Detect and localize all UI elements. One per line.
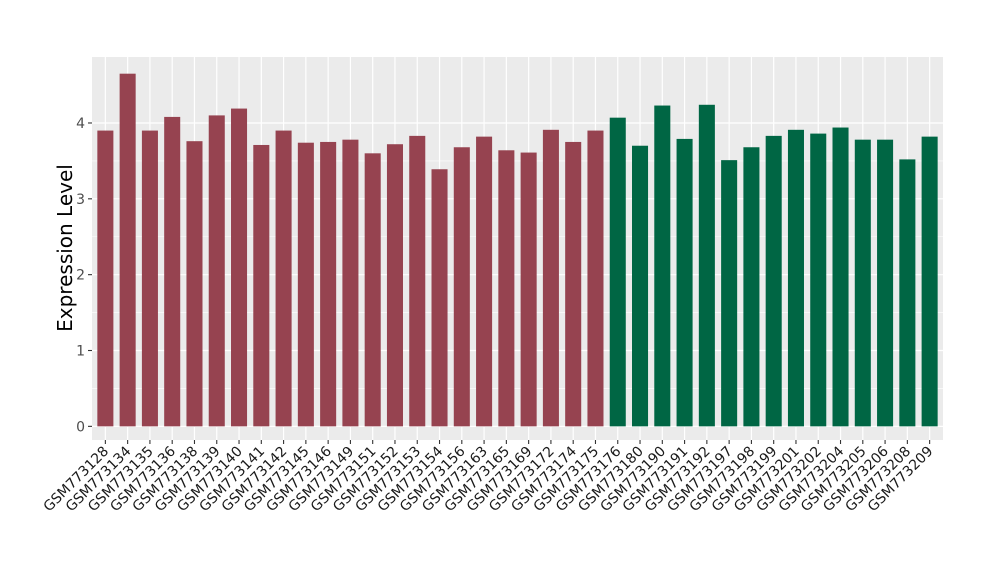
bar-GSM773140 (231, 108, 248, 427)
bar-GSM773138 (186, 141, 203, 427)
bar-GSM773141 (253, 144, 270, 427)
bar-GSM773139 (208, 115, 225, 427)
bar-GSM773208 (899, 159, 916, 427)
y-tick-label: 4 (76, 116, 85, 132)
bar-GSM773149 (342, 139, 359, 427)
bar-GSM773192 (698, 104, 715, 427)
bar-GSM773197 (721, 160, 738, 427)
bar-GSM773204 (832, 127, 849, 427)
bar-GSM773209 (921, 136, 938, 427)
bar-GSM773202 (810, 133, 827, 427)
y-tick-label: 2 (76, 268, 85, 284)
bar-GSM773156 (453, 147, 470, 427)
bar-GSM773153 (409, 135, 426, 427)
y-tick-label: 0 (76, 419, 85, 435)
bar-GSM773201 (787, 129, 804, 427)
y-tick-label: 1 (76, 344, 85, 360)
x-axis: GSM773128GSM773134GSM773135GSM773136GSM7… (41, 440, 936, 515)
bar-GSM773175 (587, 130, 604, 427)
bar-GSM773128 (97, 130, 114, 427)
bar-GSM773151 (364, 153, 381, 427)
bar-GSM773154 (431, 169, 448, 427)
bars (97, 73, 938, 427)
y-axis-title: Expression Level (53, 164, 77, 332)
bar-GSM773163 (476, 136, 493, 427)
bar-GSM773174 (565, 141, 582, 427)
bar-GSM773190 (654, 105, 671, 427)
bar-GSM773136 (164, 116, 181, 427)
bar-GSM773146 (320, 141, 337, 427)
bar-GSM773176 (609, 117, 626, 427)
y-axis: 0 1 2 3 4 (76, 116, 92, 435)
bar-GSM773206 (877, 139, 894, 427)
bar-GSM773199 (765, 135, 782, 427)
bar-GSM773198 (743, 147, 760, 427)
bar-GSM773135 (141, 130, 158, 427)
bar-GSM773165 (498, 150, 515, 427)
bar-GSM773180 (632, 145, 649, 427)
y-tick-label: 3 (76, 192, 85, 208)
bar-GSM773191 (676, 138, 693, 427)
bar-GSM773134 (119, 73, 136, 427)
bar-GSM773205 (854, 139, 871, 427)
bar-GSM773145 (297, 142, 314, 427)
bar-GSM773142 (275, 130, 292, 427)
bar-GSM773172 (542, 129, 559, 427)
bar-GSM773152 (386, 144, 403, 427)
bar-GSM773169 (520, 152, 537, 427)
